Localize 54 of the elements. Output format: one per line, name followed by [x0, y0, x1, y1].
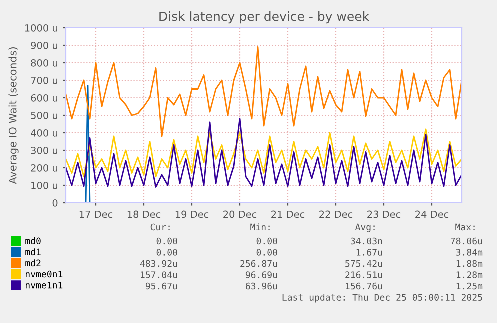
text: Max:: [456, 224, 475, 231]
x-tick-label: 22 Dec: [320, 210, 353, 218]
legend-label: nvme1n1: [26, 282, 63, 289]
x-tick-label: 21 Dec: [272, 210, 305, 218]
y-tick-label: 500 u: [31, 112, 58, 120]
x-tick-label: 19 Dec: [176, 210, 209, 218]
text: 483.92u: [140, 260, 178, 268]
text: 575.42u: [346, 260, 382, 268]
legend-label: md0: [26, 238, 41, 245]
text: Avg:: [355, 224, 375, 232]
text: 1.28m: [456, 272, 483, 278]
text: 156.76u: [346, 282, 382, 290]
text: 1.67u: [356, 249, 382, 256]
x-tick-label: 17 Dec: [80, 210, 113, 218]
y-tick-label: 400 u: [31, 129, 58, 137]
legend-label: md1: [26, 248, 41, 256]
y-tick-label: 700 u: [31, 76, 58, 84]
y-tick-label: 200 u: [31, 164, 58, 172]
text: 3.84m: [456, 249, 483, 256]
text: 63.96u: [246, 282, 278, 290]
text: Cur:: [150, 224, 170, 231]
text: 216.51u: [346, 272, 382, 278]
legend-label: nvme0n1: [26, 270, 63, 278]
y-tick-label: 1000 u: [25, 24, 58, 32]
text: 34.03n: [350, 238, 382, 245]
y-axis-title: Average IO Wait (seconds): [8, 48, 19, 184]
text: 0.00: [256, 238, 278, 245]
text: 96.69u: [246, 272, 278, 278]
text: 78.06u: [451, 238, 482, 245]
text: 256.87u: [240, 260, 278, 268]
text: Min:: [250, 224, 270, 231]
text: 1.25m: [456, 282, 483, 290]
y-tick-label: 600 u: [31, 94, 58, 102]
text: 95.67u: [146, 282, 178, 290]
y-tick-label: 0: [52, 199, 58, 207]
text: 0.00: [256, 249, 278, 256]
y-tick-label: 800 u: [31, 59, 58, 67]
y-tick-label: 900 u: [31, 42, 58, 50]
x-tick-label: 18 Dec: [128, 210, 161, 218]
x-tick-label: 23 Dec: [368, 210, 401, 218]
y-tick-label: 100 u: [32, 182, 58, 190]
chart-title: Disk latency per device - by week: [160, 12, 370, 24]
line-series: [66, 46, 462, 138]
line-series: [66, 128, 462, 178]
x-tick-label: 24 Dec: [416, 210, 449, 218]
text: 0.00: [156, 249, 178, 256]
text: Last update: Thu Dec 25 05:00:11 2025: [282, 294, 482, 303]
line-series: [66, 118, 462, 188]
text: 157.04u: [141, 272, 178, 278]
text: 1.88m: [456, 260, 483, 268]
legend-label: md2: [26, 260, 41, 267]
x-tick-label: 20 Dec: [224, 210, 257, 218]
text: 0.00: [156, 238, 178, 245]
y-tick-label: 300 u: [31, 146, 58, 154]
